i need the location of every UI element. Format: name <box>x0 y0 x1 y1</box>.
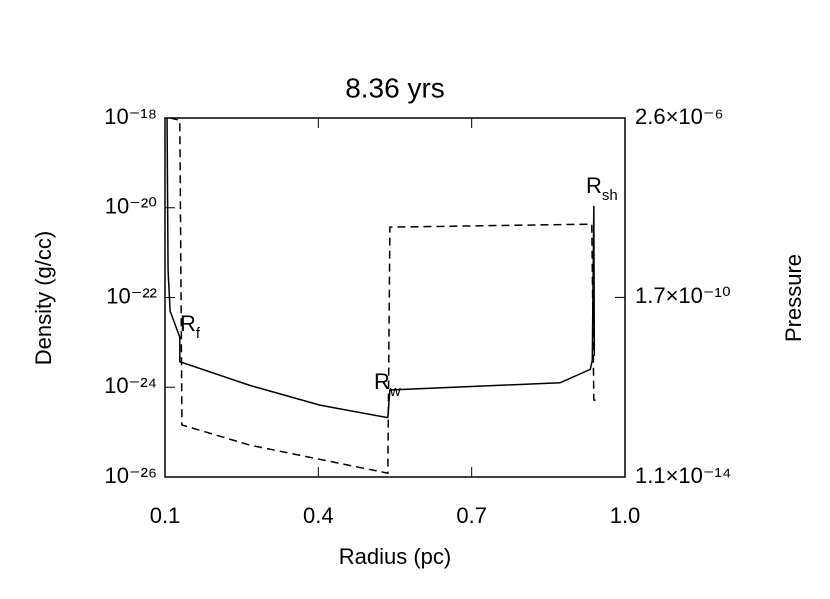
x-tick-label: 0.4 <box>303 503 334 528</box>
x-tick-label: 0.7 <box>456 503 487 528</box>
annotation-subscript: f <box>196 325 201 342</box>
annotation-text: R <box>374 369 390 394</box>
annotation-subscript: sh <box>602 187 618 204</box>
x-tick-label: 0.1 <box>150 503 181 528</box>
annotation-text: R <box>180 311 196 336</box>
annotation: Rsh <box>586 173 618 204</box>
y-tick-label: 10⁻¹⁸ <box>104 104 157 129</box>
y2-tick-label: 1.1×10⁻¹⁴ <box>635 463 731 488</box>
data-line <box>166 117 596 419</box>
y-tick-label: 10⁻²⁰ <box>105 194 157 219</box>
y-tick-label: 10⁻²² <box>106 283 157 308</box>
y-tick-label: 10⁻²⁴ <box>104 373 157 398</box>
annotation-subscript: w <box>389 383 401 400</box>
y-axis-label: Density (g/cc) <box>31 231 56 365</box>
y-tick-label: 10⁻²⁶ <box>105 463 157 488</box>
y2-axis-label: Pressure <box>781 254 806 342</box>
chart-title: 8.36 yrs <box>345 72 445 103</box>
y2-tick-label: 2.6×10⁻⁶ <box>635 104 724 129</box>
data-line <box>169 117 601 475</box>
annotation: Rf <box>180 311 201 342</box>
x-tick-label: 1.0 <box>610 503 641 528</box>
y2-tick-label: 1.7×10⁻¹⁰ <box>635 283 731 308</box>
annotation-text: R <box>586 173 602 198</box>
annotation: Rw <box>374 369 401 400</box>
x-axis-label: Radius (pc) <box>339 544 451 569</box>
